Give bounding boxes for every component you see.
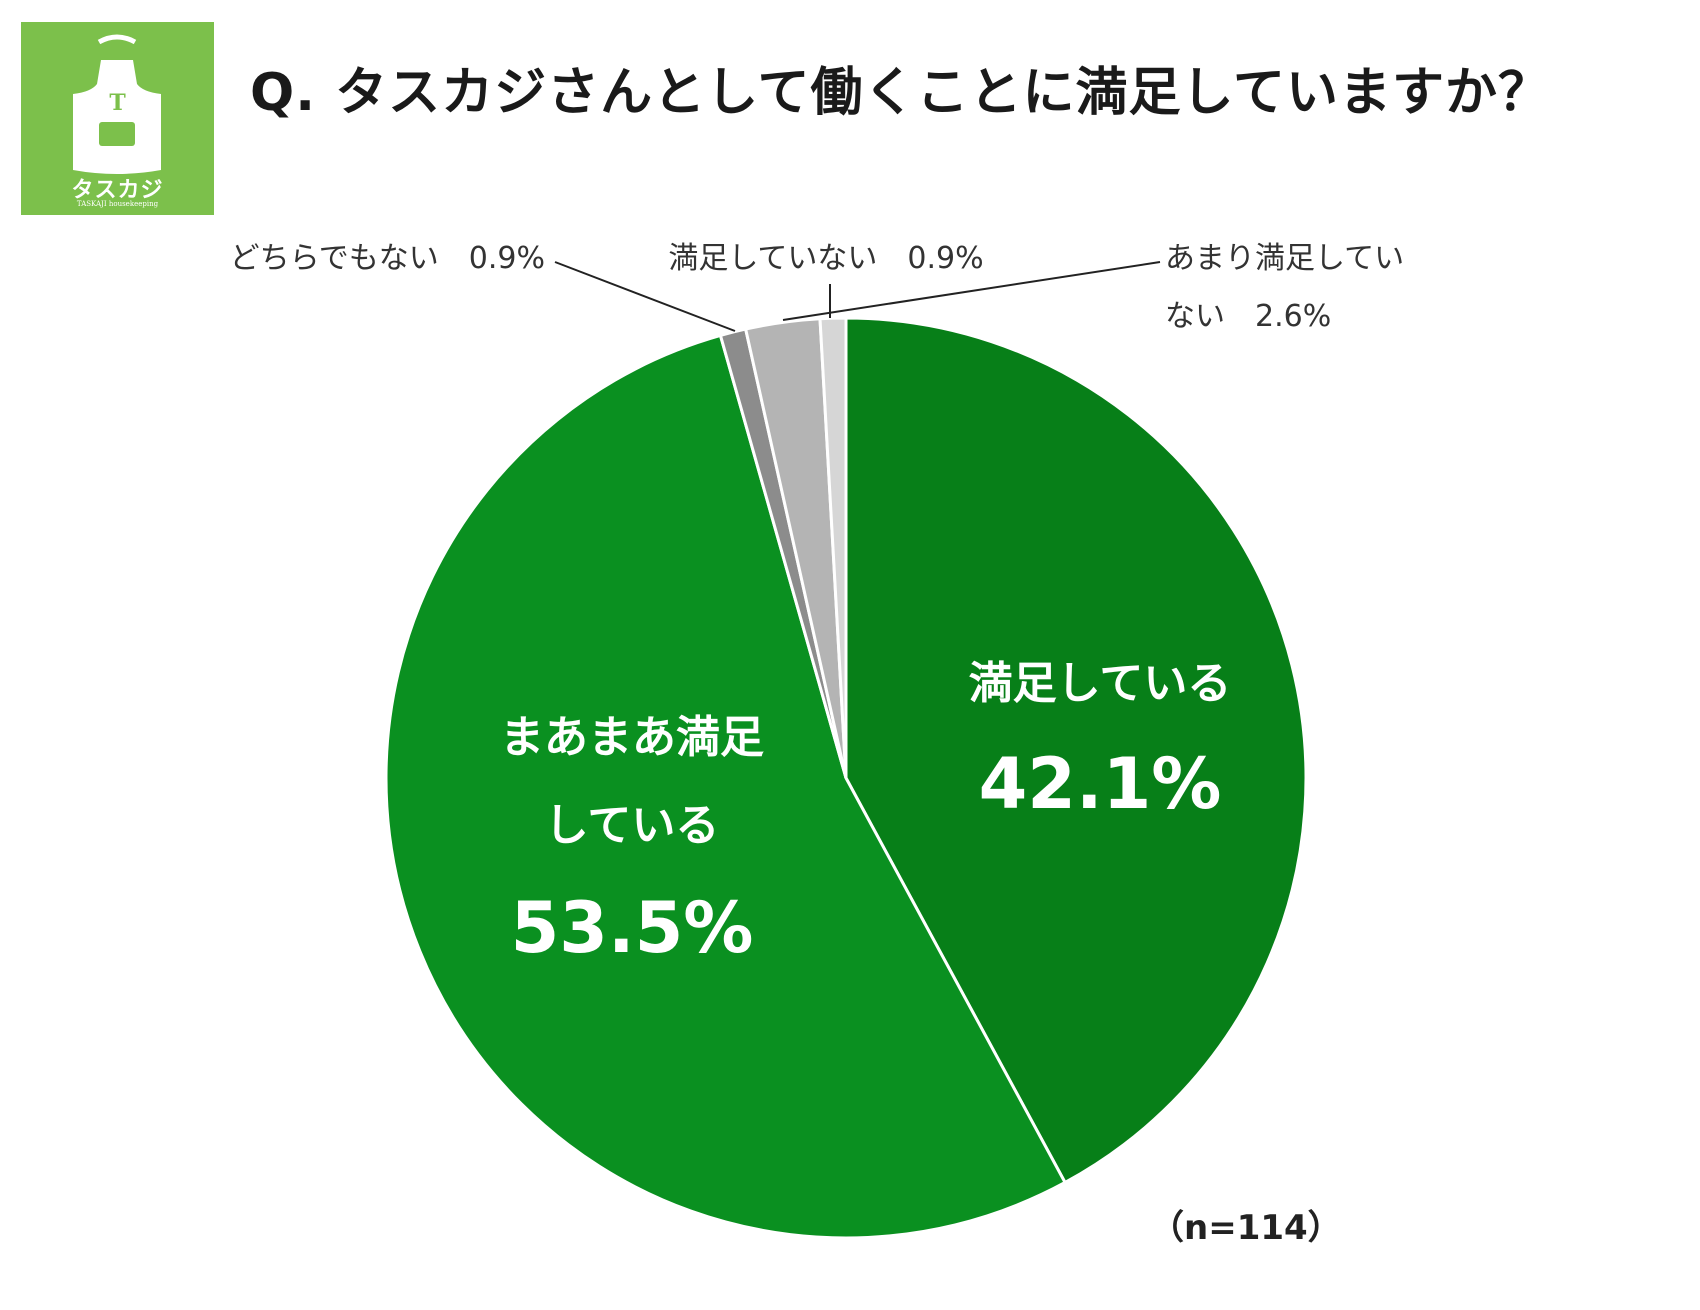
slice-label-2-line-0: どちらでもない 0.9% — [230, 241, 545, 276]
slice-value-label-0: 42.1% — [979, 743, 1222, 825]
slice-label-3-line-1: ない 2.6% — [1165, 299, 1331, 334]
pie-slice-1 — [384, 333, 1068, 1240]
leader-line-3 — [782, 261, 1161, 321]
logo-name: タスカジ — [71, 178, 164, 203]
chart-title: Q. タスカジさんとして働くことに満足していますか？ — [250, 63, 1551, 123]
pie-slice-4 — [818, 316, 848, 779]
slice-label-4-line-0: 満足していない 0.9% — [668, 241, 983, 276]
logo: T タスカジ TASKAJI housekeeping — [21, 22, 214, 215]
slice-value-label-1: 53.5% — [511, 887, 754, 969]
leader-line-2 — [554, 261, 736, 332]
slice-label-1-line-1: している — [545, 800, 720, 851]
slice-label-1-line-0: まあまあ満足 — [500, 712, 764, 763]
pie-slice-0 — [844, 316, 1308, 1185]
slice-label-0-line-0: 満足している — [969, 658, 1232, 709]
logo-letter: T — [109, 90, 126, 116]
apron-icon — [73, 34, 161, 174]
sample-size: （n=114） — [1150, 1208, 1342, 1248]
slice-label-3-line-0: あまり満足してい — [1165, 241, 1404, 276]
logo-tagline: TASKAJI housekeeping — [76, 200, 159, 208]
